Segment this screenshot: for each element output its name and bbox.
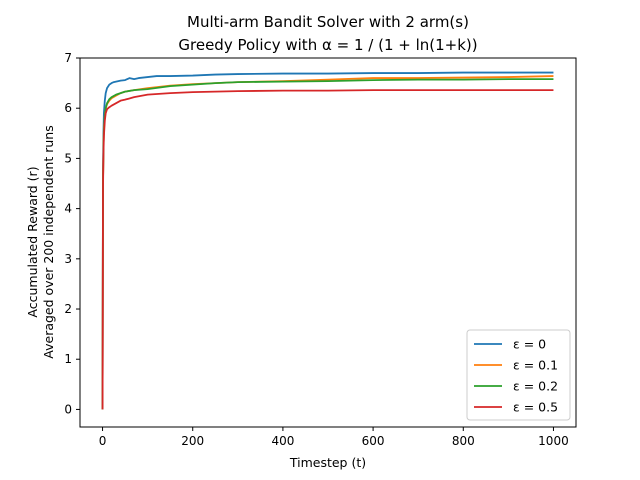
y-tick-label: 1 [64, 352, 72, 366]
legend-box [466, 329, 571, 421]
series-line-3 [101, 89, 554, 410]
chart-title-line-2: Greedy Policy with α = 1 / (1 + ln(1+k)) [178, 36, 477, 54]
y-axis-label-line-1: Accumulated Reward (r) [25, 166, 40, 317]
x-tick-label: 200 [181, 434, 204, 448]
legend: ε = 0 ε = 0.1 ε = 0.2 ε = 0.5 [466, 329, 571, 421]
y-tick-label: 7 [64, 51, 72, 65]
x-tick-label: 400 [271, 434, 294, 448]
y-tick-label: 4 [64, 202, 72, 216]
x-tick-label: 600 [362, 434, 385, 448]
plot-lines [101, 71, 554, 410]
legend-label: ε = 0.2 [513, 379, 558, 394]
y-tick-label: 6 [64, 101, 72, 115]
y-tick-label: 5 [64, 151, 72, 165]
x-tick-label: 1000 [538, 434, 569, 448]
y-tick-label: 0 [64, 402, 72, 416]
y-axis: 0 1 2 3 4 5 6 7 [64, 51, 80, 416]
x-tick-label: 0 [99, 434, 107, 448]
legend-label: ε = 0.5 [513, 400, 558, 415]
x-axis: 0 200 400 600 800 1000 [99, 427, 569, 448]
chart-title-line-1: Multi-arm Bandit Solver with 2 arm(s) [187, 13, 469, 31]
legend-label: ε = 0.1 [513, 358, 558, 373]
plot-frame [79, 57, 577, 428]
y-tick-label: 3 [64, 252, 72, 266]
x-axis-label: Timestep (t) [289, 455, 366, 470]
y-tick-label: 2 [64, 302, 72, 316]
y-axis-label-line-2: Averaged over 200 independent runs [41, 125, 56, 358]
legend-label: ε = 0 [513, 337, 546, 352]
x-tick-label: 800 [452, 434, 475, 448]
series-line-0 [101, 71, 554, 410]
